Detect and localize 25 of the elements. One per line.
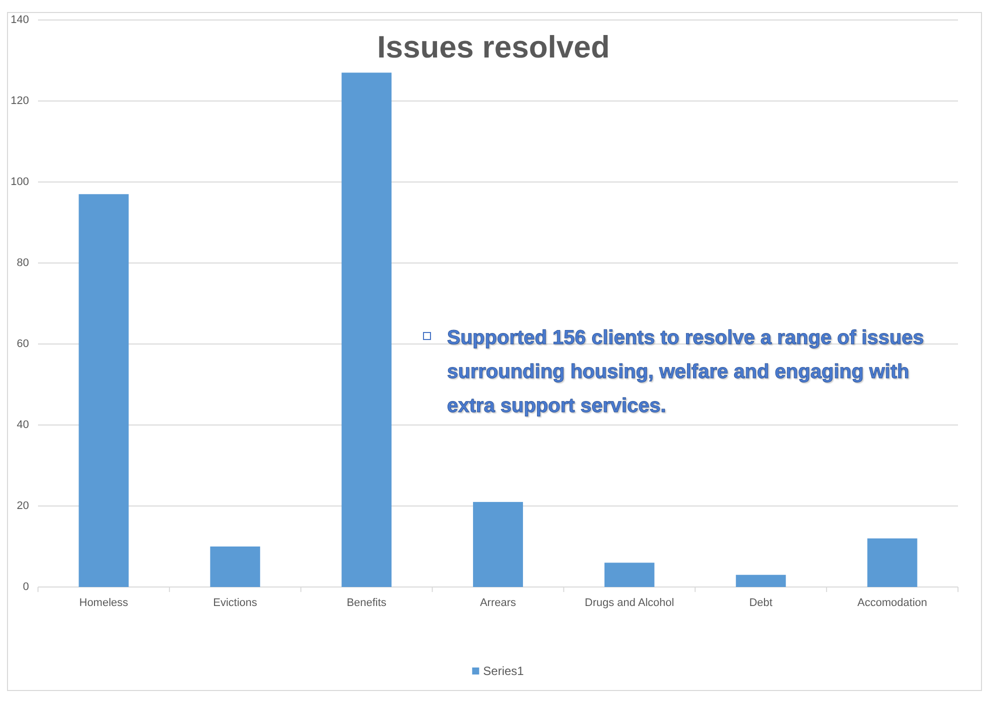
x-tick-label: Arrears [480,597,517,609]
bar [867,538,918,587]
y-tick-label: 20 [16,500,29,512]
bar [78,194,129,587]
bar [342,72,392,587]
annotation: Supported 156 clients to resolve a range of issues surrounding housing, welfare and engaging with extra support services. [447,327,924,417]
x-tick-label: Drugs and Alcohol [584,597,674,609]
chart-title: Issues resolved [377,30,610,64]
legend-label: Series1 [483,664,524,678]
y-tick-label: 120 [10,95,29,107]
bar [473,502,523,587]
x-tick-label: Homeless [79,597,129,609]
bar [604,562,654,587]
x-tick-label: Evictions [213,597,258,609]
x-tick-label: Benefits [346,597,387,609]
y-tick-label: 80 [16,257,29,269]
bar [210,546,260,587]
x-tick-label: Accomodation [857,597,928,609]
y-tick-label: 0 [22,581,29,593]
bar [736,574,786,587]
y-tick-label: 140 [10,14,29,26]
y-tick-label: 40 [16,419,29,431]
y-tick-label: 100 [10,176,29,188]
y-tick-label: 60 [16,338,29,350]
x-tick-label: Debt [749,597,772,609]
